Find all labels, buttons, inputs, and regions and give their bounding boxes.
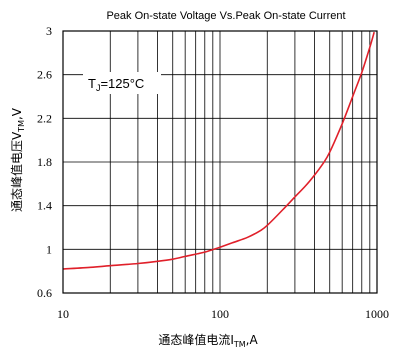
y-tick-label: 2.2	[37, 111, 52, 125]
y-axis-ticks: 0.6 1 1.4 1.8 2.2 2.6 3	[37, 24, 52, 300]
chart-title: Peak On-state Voltage Vs.Peak On-state C…	[106, 10, 345, 22]
plot-frame	[62, 30, 378, 294]
y-tick-label: 1.8	[37, 155, 52, 169]
x-tick-label: 10	[57, 307, 69, 321]
y-tick-label: 0.6	[37, 286, 52, 300]
x-axis-label: 通态峰值电流ITM,A	[158, 332, 258, 349]
y-axis-label: 通态峰值电压VTM,V	[9, 107, 26, 212]
annotation-temperature: TJ=125°C	[88, 76, 144, 93]
y-tick-label: 1.4	[37, 199, 52, 213]
annotation-box	[83, 72, 161, 94]
y-tick-label: 1	[46, 242, 52, 256]
x-tick-label: 100	[211, 307, 229, 321]
series-line	[62, 31, 375, 270]
grid	[63, 31, 377, 293]
x-tick-label: 1000	[365, 307, 389, 321]
y-tick-label: 3	[46, 24, 52, 38]
x-axis-ticks: 10 100 1000	[57, 307, 389, 321]
y-tick-label: 2.6	[37, 68, 52, 82]
